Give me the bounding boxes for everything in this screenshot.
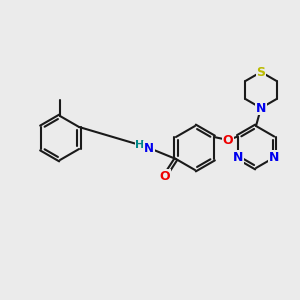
Text: N: N <box>269 151 279 164</box>
Text: N: N <box>144 142 154 154</box>
Text: O: O <box>160 169 170 182</box>
Text: N: N <box>256 101 266 115</box>
Text: H: H <box>135 140 145 150</box>
Text: O: O <box>223 134 233 146</box>
Text: S: S <box>256 65 266 79</box>
Text: N: N <box>232 151 243 164</box>
